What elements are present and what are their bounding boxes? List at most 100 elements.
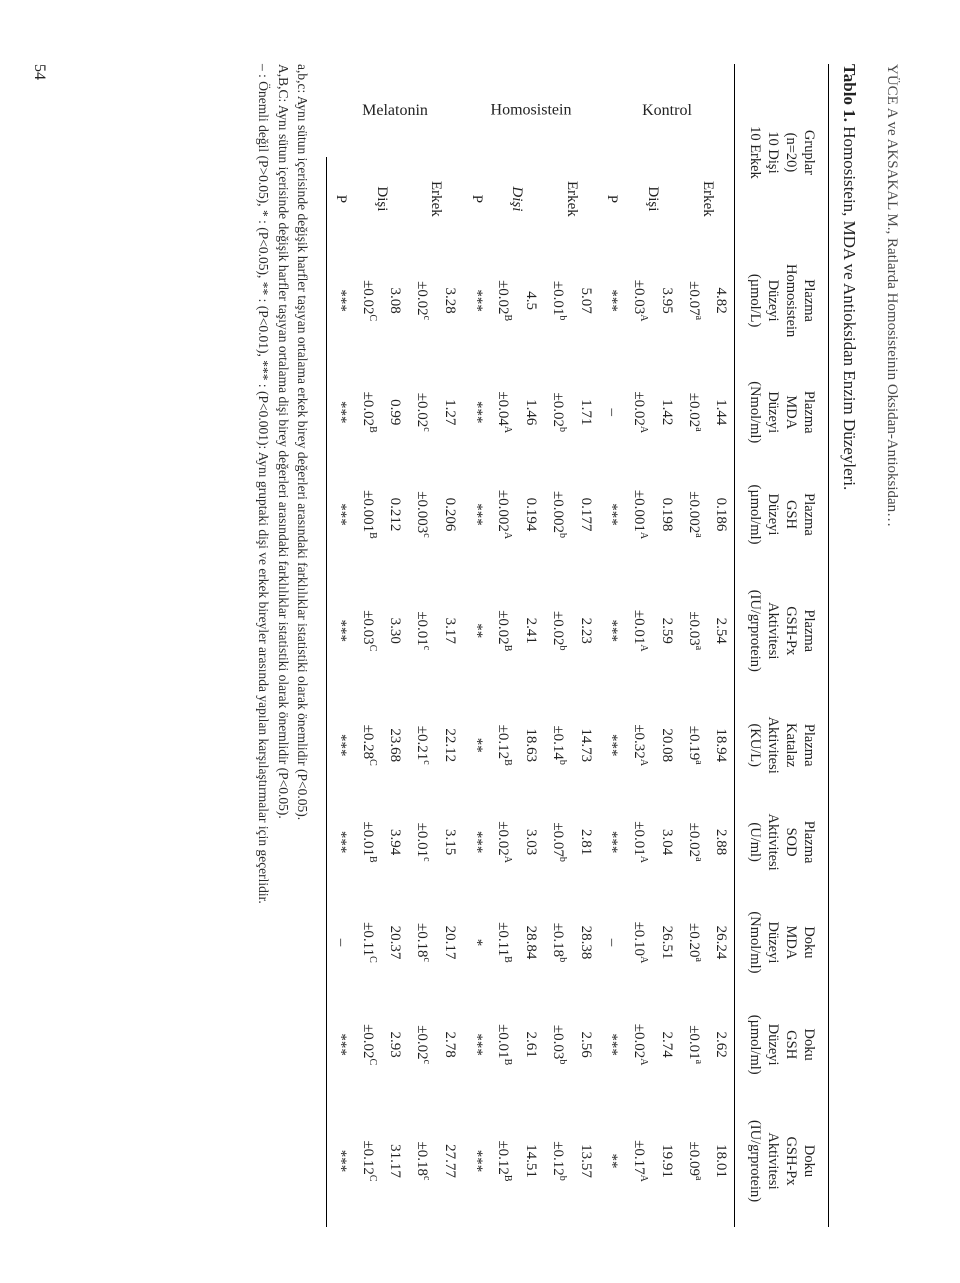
- table-caption: Tablo 1. Homosistein, MDA ve Antioksidan…: [839, 64, 859, 1227]
- cell-mean: 2.88: [708, 794, 735, 891]
- sex-label-erkek: Erkek: [409, 157, 464, 241]
- cell-p: ***: [599, 565, 626, 697]
- cell-p: ***: [327, 994, 354, 1095]
- cell-p: ***: [599, 994, 626, 1095]
- col-plazma-mda: Plazma MDA Düzeyi (Nmol/ml): [735, 360, 829, 464]
- cell-mean: 20.37: [382, 891, 409, 995]
- col-doku-mda: Doku MDA Düzeyi (Nmol/ml): [735, 891, 829, 995]
- cell-p: ***: [463, 241, 490, 361]
- cell-p: ***: [599, 464, 626, 565]
- cell-sem: ±0.01c: [409, 565, 437, 697]
- group-cell-melatonin: Melatonin: [327, 64, 463, 157]
- cell-mean: 28.38: [572, 891, 599, 995]
- cell-sem: ±0.01b: [544, 241, 572, 361]
- cell-mean: 1.44: [708, 360, 735, 464]
- cell-sem: ±0.02c: [409, 994, 437, 1095]
- cell-sem: ±0.02A: [626, 360, 654, 464]
- cell-sem: ±0.02B: [490, 241, 518, 361]
- cell-p: **: [463, 565, 490, 697]
- cell-mean: 19.91: [653, 1095, 680, 1227]
- cell-mean: 20.08: [653, 697, 680, 794]
- table-row-p: P******************–******: [327, 64, 354, 1227]
- cell-mean: 3.30: [382, 565, 409, 697]
- cell-sem: ±0.01A: [626, 565, 654, 697]
- caption-text: Homosistein, MDA ve Antioksidan Enzim Dü…: [840, 126, 859, 490]
- cell-sem: ±0.002a: [680, 464, 708, 565]
- cell-sem: ±0.02C: [354, 994, 382, 1095]
- cell-sem: ±0.09a: [680, 1095, 708, 1227]
- sex-label-disi: Dişi: [354, 157, 409, 241]
- cell-mean: 18.94: [708, 697, 735, 794]
- cell-mean: 0.186: [708, 464, 735, 565]
- p-label: P: [327, 157, 354, 241]
- table-row: KontrolErkek4.821.440.1862.5418.942.8826…: [708, 64, 735, 1227]
- cell-mean: 2.62: [708, 994, 735, 1095]
- cell-mean: 1.46: [518, 360, 545, 464]
- sex-label-disi: Dişi: [490, 157, 545, 241]
- cell-sem: ±0.02B: [354, 360, 382, 464]
- cell-mean: 2.23: [572, 565, 599, 697]
- cell-mean: 3.95: [653, 241, 680, 361]
- cell-sem: ±0.01A: [626, 794, 654, 891]
- cell-mean: 27.77: [436, 1095, 463, 1227]
- cell-p: ***: [327, 794, 354, 891]
- cell-mean: 22.12: [436, 697, 463, 794]
- cell-p: ***: [463, 794, 490, 891]
- cell-mean: 2.78: [436, 994, 463, 1095]
- cell-mean: 1.71: [572, 360, 599, 464]
- cell-p: ***: [327, 360, 354, 464]
- table-row: Dişi3.951.420.1982.5920.083.0426.512.741…: [653, 64, 680, 1227]
- sex-label-erkek: Erkek: [544, 157, 599, 241]
- cell-mean: 18.63: [518, 697, 545, 794]
- cell-sem: ±0.02c: [409, 360, 437, 464]
- cell-p: ***: [599, 241, 626, 361]
- cell-mean: 2.74: [653, 994, 680, 1095]
- cell-p: ***: [463, 464, 490, 565]
- cell-mean: 3.94: [382, 794, 409, 891]
- cell-sem: ±0.01a: [680, 994, 708, 1095]
- cell-sem: ±0.20a: [680, 891, 708, 995]
- cell-p: ***: [599, 794, 626, 891]
- table-body: KontrolErkek4.821.440.1862.5418.942.8826…: [327, 64, 735, 1227]
- cell-mean: 2.81: [572, 794, 599, 891]
- cell-sem: ±0.14b: [544, 697, 572, 794]
- table-row: MelatoninErkek3.281.270.2063.1722.123.15…: [436, 64, 463, 1227]
- cell-mean: 2.59: [653, 565, 680, 697]
- cell-sem: ±0.02a: [680, 794, 708, 891]
- col-doku-gshpx: Doku GSH-Px Aktivitesi (IU/grprotein): [735, 1095, 829, 1227]
- cell-sem: ±0.02a: [680, 360, 708, 464]
- cell-mean: 2.54: [708, 565, 735, 697]
- col-plazma-homosistein: Plazma Homosistein Düzeyi (µmol/L): [735, 241, 829, 361]
- cell-p: ***: [463, 1095, 490, 1227]
- running-head: YÜCE A ve AKSAKAL M., Ratlarda Homosiste…: [883, 64, 900, 1227]
- group-label: Kontrol: [642, 100, 692, 120]
- footnotes: a,b,c: Aynı sütun içerisinde değişik har…: [254, 64, 313, 1227]
- cell-mean: 2.41: [518, 565, 545, 697]
- cell-mean: 0.198: [653, 464, 680, 565]
- footnote-abc: a,b,c: Aynı sütun içerisinde değişik har…: [293, 64, 313, 1227]
- cell-sem: ±0.12b: [544, 1095, 572, 1227]
- cell-sem: ±0.18b: [544, 891, 572, 995]
- cell-mean: 2.93: [382, 994, 409, 1095]
- cell-mean: 31.17: [382, 1095, 409, 1227]
- cell-p: ***: [327, 1095, 354, 1227]
- cell-mean: 3.04: [653, 794, 680, 891]
- col-plazma-gsh: Plazma GSH Düzeyi (µmol/ml): [735, 464, 829, 565]
- cell-mean: 4.5: [518, 241, 545, 361]
- cell-p: –: [599, 891, 626, 995]
- cell-sem: ±0.01B: [354, 794, 382, 891]
- cell-sem: ±0.07a: [680, 241, 708, 361]
- table-row: Dişi4.51.460.1942.4118.633.0328.842.6114…: [518, 64, 545, 1227]
- cell-mean: 0.194: [518, 464, 545, 565]
- cell-mean: 20.17: [436, 891, 463, 995]
- cell-p: –: [327, 891, 354, 995]
- cell-mean: 0.206: [436, 464, 463, 565]
- cell-mean: 14.51: [518, 1095, 545, 1227]
- cell-mean: 3.03: [518, 794, 545, 891]
- cell-sem: ±0.02A: [626, 994, 654, 1095]
- sex-label-disi: Dişi: [626, 157, 681, 241]
- cell-sem: ±0.03A: [626, 241, 654, 361]
- cell-sem: ±0.002A: [490, 464, 518, 565]
- table-row-p: P***–************–*****: [599, 64, 626, 1227]
- p-label: P: [463, 157, 490, 241]
